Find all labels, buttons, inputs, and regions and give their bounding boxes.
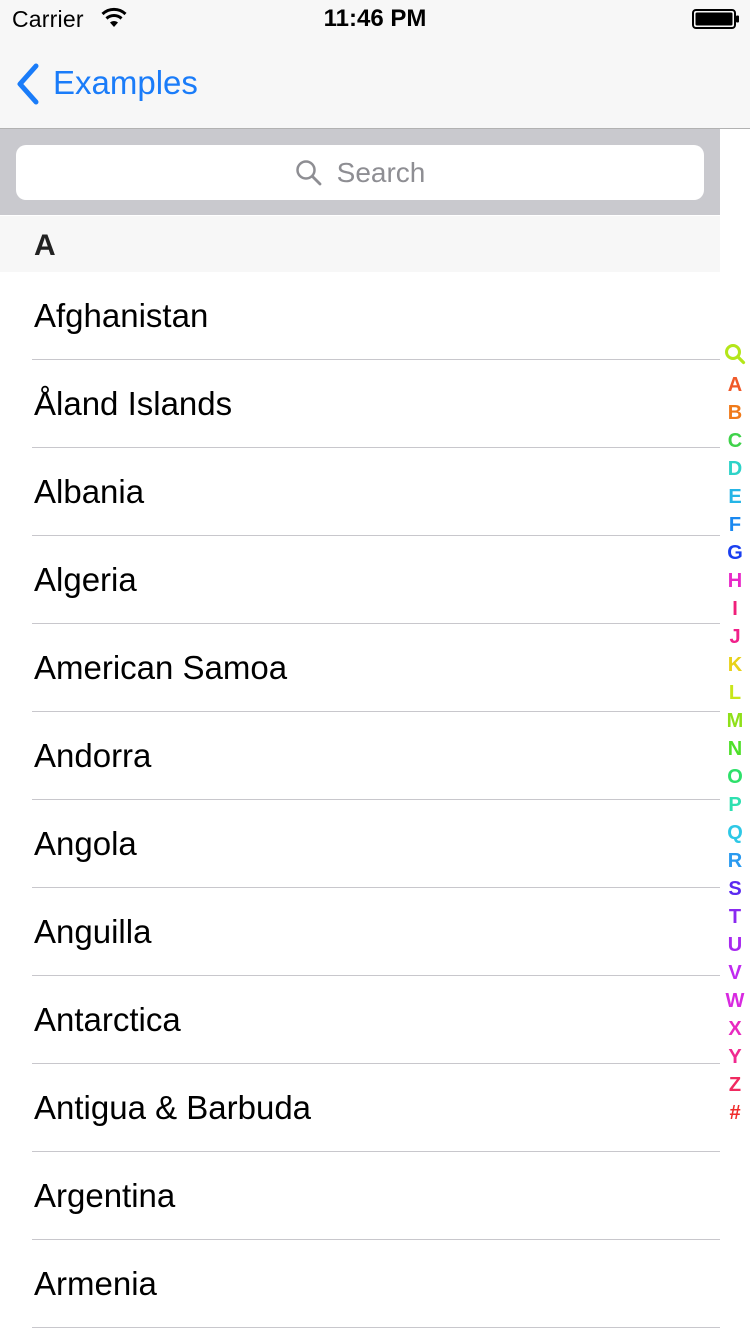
index-letter[interactable]: I xyxy=(732,598,738,620)
country-name: Algeria xyxy=(34,561,137,598)
status-bar: Carrier 11:46 PM xyxy=(0,0,750,40)
index-letter[interactable]: D xyxy=(727,458,743,480)
index-letter[interactable]: O xyxy=(727,766,743,788)
index-letter[interactable]: G xyxy=(727,542,743,564)
search-icon xyxy=(725,344,746,365)
status-time: 11:46 PM xyxy=(323,5,427,32)
index-strip-background xyxy=(720,129,750,215)
list-item[interactable]: Afghanistan xyxy=(0,272,720,360)
index-letter[interactable]: L xyxy=(728,682,742,704)
back-button[interactable]: Examples xyxy=(14,62,198,106)
country-name: Andorra xyxy=(34,737,152,774)
index-letter[interactable]: W xyxy=(725,990,745,1012)
list-item[interactable]: Andorra xyxy=(0,712,720,800)
battery-icon xyxy=(692,9,739,29)
country-name: American Samoa xyxy=(34,649,288,686)
index-letter[interactable]: A xyxy=(727,374,743,396)
index-letter[interactable]: F xyxy=(728,514,742,536)
country-name: Åland Islands xyxy=(34,385,233,422)
wifi-icon xyxy=(101,7,127,27)
index-letter[interactable]: K xyxy=(727,654,743,676)
list-item[interactable]: Antarctica xyxy=(0,976,720,1064)
country-name: Armenia xyxy=(34,1265,157,1302)
search-bar: Search xyxy=(0,129,720,215)
index-letter[interactable]: N xyxy=(727,738,743,760)
carrier-label: Carrier xyxy=(12,6,84,32)
index-letter[interactable]: J xyxy=(729,626,741,648)
index-letter[interactable]: Q xyxy=(727,822,743,844)
index-letter[interactable]: U xyxy=(727,934,743,956)
search-icon xyxy=(295,159,322,185)
index-letter[interactable]: S xyxy=(728,878,742,900)
list-item[interactable]: Åland Islands xyxy=(0,360,720,448)
list-item[interactable]: Angola xyxy=(0,800,720,888)
list-item[interactable]: Algeria xyxy=(0,536,720,624)
index-letter[interactable]: T xyxy=(728,906,742,928)
index-letter[interactable]: H xyxy=(727,570,743,592)
list-item[interactable]: Anguilla xyxy=(0,888,720,976)
index-letter[interactable]: M xyxy=(726,710,744,732)
section-header: A xyxy=(0,216,720,272)
list-item[interactable]: Argentina xyxy=(0,1152,720,1240)
country-name: Afghanistan xyxy=(34,297,209,334)
index-letter[interactable]: R xyxy=(727,850,743,872)
section-index-bar[interactable]: A B C D E F G H I J K L M N O P Q R S T … xyxy=(720,340,750,1127)
country-list: Afghanistan Åland Islands Albania Algeri… xyxy=(0,272,720,1328)
index-letter[interactable]: P xyxy=(728,794,742,816)
country-name: Angola xyxy=(34,825,137,862)
index-letter[interactable]: # xyxy=(729,1102,741,1124)
index-letter[interactable]: B xyxy=(727,402,743,424)
navigation-bar: Examples xyxy=(0,40,750,129)
index-letter[interactable]: C xyxy=(727,430,743,452)
country-name: Albania xyxy=(34,473,145,510)
search-placeholder: Search xyxy=(336,156,426,188)
index-letter[interactable]: V xyxy=(728,962,742,984)
index-letter[interactable]: X xyxy=(728,1018,742,1040)
country-name: Antigua & Barbuda xyxy=(34,1089,312,1126)
index-letter[interactable]: Y xyxy=(728,1046,742,1068)
list-item[interactable]: Albania xyxy=(0,448,720,536)
list-item[interactable]: Antigua & Barbuda xyxy=(0,1064,720,1152)
index-search[interactable] xyxy=(720,343,750,371)
list-item[interactable]: American Samoa xyxy=(0,624,720,712)
list-item[interactable]: Armenia xyxy=(0,1240,720,1328)
country-name: Argentina xyxy=(34,1177,176,1214)
back-button-label: Examples xyxy=(53,64,198,101)
chevron-left-icon xyxy=(17,63,39,105)
section-header-title: A xyxy=(34,229,56,262)
search-input[interactable]: Search xyxy=(16,145,704,200)
country-name: Anguilla xyxy=(34,913,152,950)
country-name: Antarctica xyxy=(34,1001,181,1038)
index-letter[interactable]: Z xyxy=(728,1074,742,1096)
index-letter[interactable]: E xyxy=(728,486,742,508)
